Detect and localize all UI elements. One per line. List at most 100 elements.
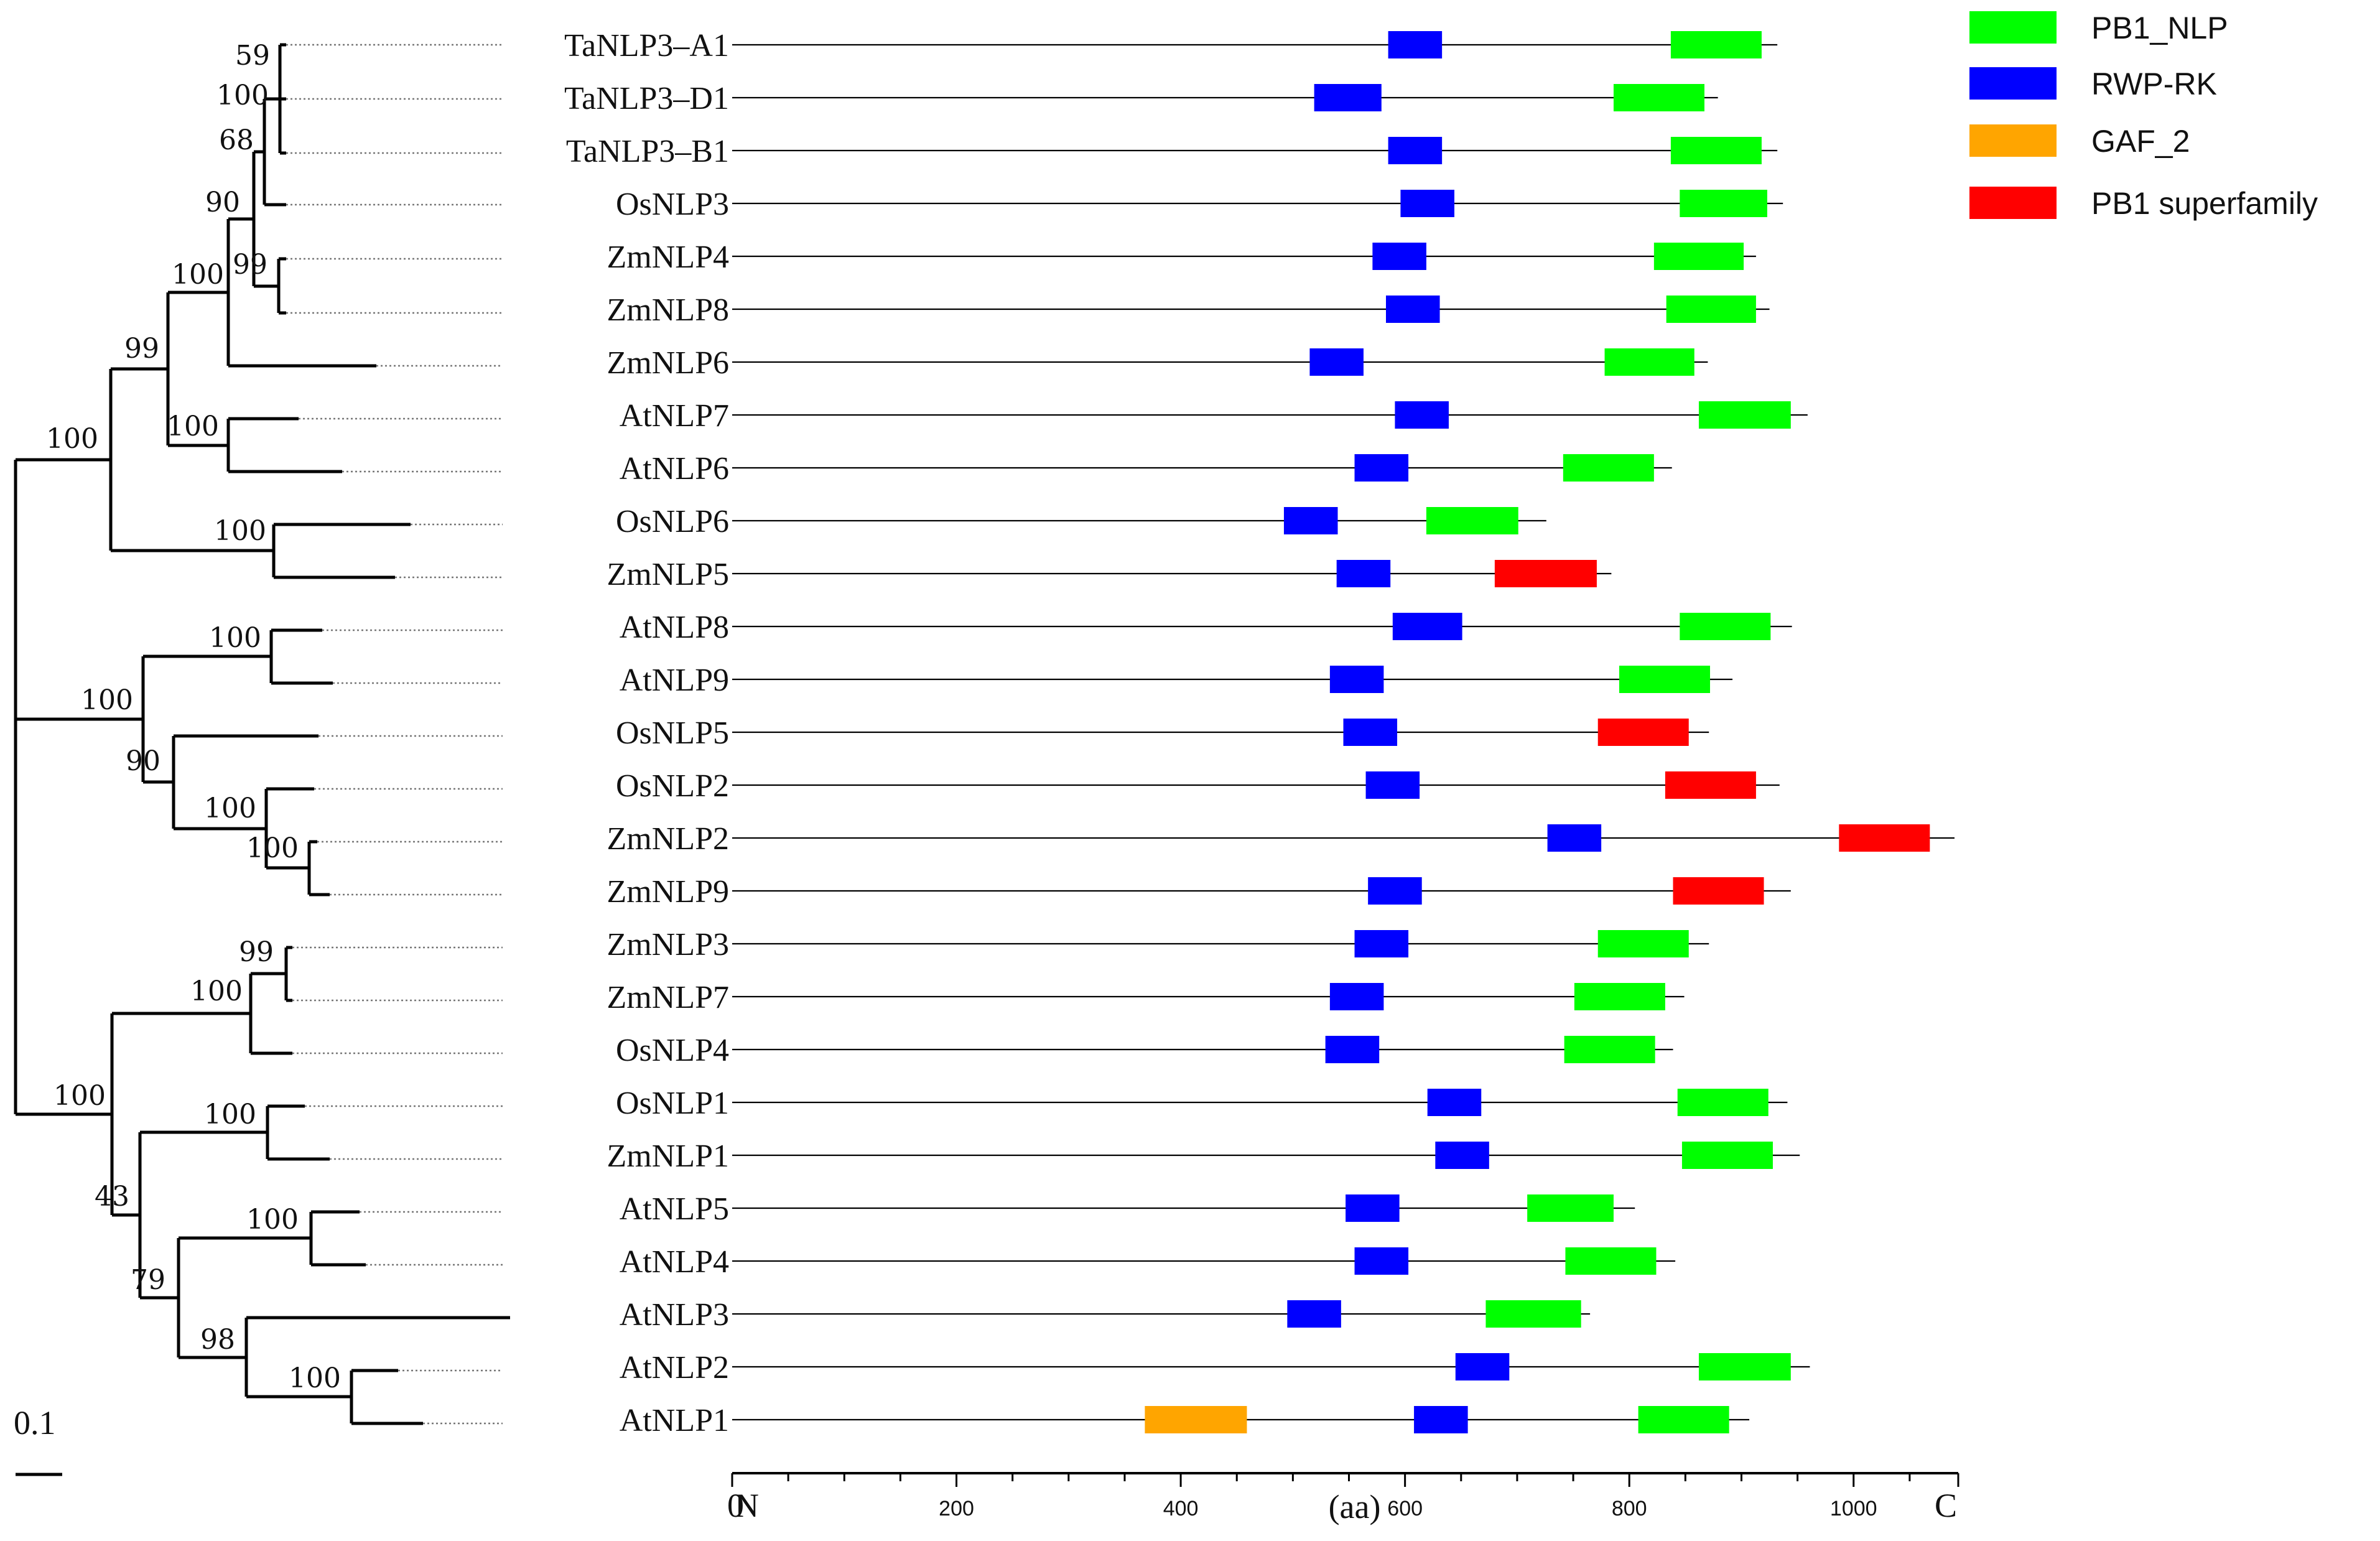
tree-branch: [309, 1210, 366, 1267]
axis-tick-label: 200: [939, 1497, 974, 1520]
domain-pb1-nlp: [1563, 454, 1654, 482]
protein-row-atnlp4: [732, 1247, 1676, 1275]
domain-rwp-rk: [1343, 719, 1398, 746]
domain-rwp-rk: [1395, 401, 1449, 429]
tree-branch: [280, 43, 286, 155]
axis-c-terminus-label: C: [1935, 1487, 1957, 1524]
protein-row-zmnlp3: [732, 930, 1709, 957]
domain-rwp-rk: [1314, 84, 1382, 111]
protein-row-atnlp6: [732, 454, 1672, 482]
taxon-label-osnlp1: OsNLP1: [616, 1086, 729, 1121]
bootstrap-value: 100: [190, 975, 243, 1007]
domain-pb1-superfamily: [1665, 771, 1756, 799]
legend-swatch-pb1-nlp: [1969, 11, 2057, 44]
domain-rwp-rk: [1354, 454, 1409, 482]
domain-rwp-rk: [1287, 1300, 1341, 1328]
domain-pb1-superfamily: [1597, 719, 1689, 746]
taxon-label-zmnlp9: ZmNLP9: [607, 874, 729, 910]
taxon-label-osnlp2: OsNLP2: [616, 768, 729, 804]
domain-rwp-rk: [1414, 1406, 1468, 1433]
domain-pb1-nlp: [1604, 348, 1694, 376]
protein-row-osnlp5: [732, 719, 1709, 746]
bootstrap-value: 68: [219, 124, 254, 156]
phylogenetic-tree: 59 100 68 90 99 100 99 100 100 100 100 1…: [14, 40, 510, 1476]
domain-pb1-nlp: [1426, 507, 1518, 534]
taxon-label-atnlp4: AtNLP4: [620, 1244, 729, 1280]
domain-pb1-nlp: [1670, 137, 1762, 164]
domain-rwp-rk: [1388, 31, 1443, 58]
protein-row-tanlp3-d1: [732, 84, 1718, 111]
bootstrap-value: 100: [289, 1362, 341, 1394]
domain-rwp-rk: [1283, 507, 1338, 534]
tree-branch: [226, 217, 376, 368]
tree-branch: [226, 417, 342, 473]
axis-tick-label: 600: [1387, 1497, 1423, 1520]
protein-row-atnlp8: [732, 613, 1792, 640]
domain-rwp-rk: [1427, 1089, 1482, 1116]
taxon-label-tanlp3-a1: TaNLP3–A1: [564, 28, 729, 63]
domain-rwp-rk: [1455, 1353, 1510, 1380]
domain-pb1-nlp: [1677, 1089, 1769, 1116]
protein-row-osnlp2: [732, 771, 1780, 799]
domain-pb1-nlp: [1698, 1353, 1791, 1380]
taxon-label-zmnlp6: ZmNLP6: [607, 345, 729, 381]
protein-row-atnlp1: [732, 1406, 1750, 1433]
taxon-label-atnlp3: AtNLP3: [620, 1297, 729, 1333]
taxon-labels: TaNLP3–A1 TaNLP3–D1 TaNLP3–B1 OsNLP3 ZmNLP4 Z…: [564, 28, 729, 1438]
domain-pb1-nlp: [1564, 1036, 1655, 1063]
tree-branch: [141, 654, 271, 784]
protein-row-zmnlp2: [732, 824, 1955, 852]
protein-row-atnlp5: [732, 1194, 1635, 1222]
leader-lines: [286, 44, 503, 1425]
bootstrap-value: 100: [204, 793, 256, 824]
bootstrap-value: 100: [172, 259, 224, 291]
taxon-label-osnlp3: OsNLP3: [616, 187, 729, 222]
bootstrap-value: 100: [216, 80, 269, 111]
domain-rwp-rk: [1329, 666, 1384, 693]
domain-gaf-2: [1145, 1406, 1247, 1433]
tree-branch: [284, 946, 292, 1002]
domain-pb1-nlp: [1574, 983, 1665, 1010]
domain-rwp-rk: [1392, 613, 1462, 640]
legend-label-gaf-2: GAF_2: [2091, 124, 2190, 159]
bootstrap-value: 100: [53, 1080, 106, 1112]
domain-pb1-nlp: [1653, 243, 1744, 270]
protein-row-zmnlp4: [732, 243, 1756, 270]
domain-pb1-superfamily: [1673, 877, 1764, 905]
taxon-label-atnlp7: AtNLP7: [620, 398, 729, 434]
legend-swatch-rwp-rk: [1969, 67, 2057, 100]
legend-label-pb1-superfamily: PB1 superfamily: [2091, 186, 2318, 221]
domain-pb1-superfamily: [1839, 824, 1930, 852]
protein-row-zmnlp7: [732, 983, 1685, 1010]
domain-rwp-rk: [1325, 1036, 1380, 1063]
bootstrap-value: 100: [46, 423, 98, 455]
taxon-label-zmnlp8: ZmNLP8: [607, 292, 729, 328]
legend: PB1_NLP RWP-RK GAF_2 PB1 superfamily: [1969, 11, 2318, 221]
length-axis: 200 400 600 800 1000 0N (aa) C: [727, 1472, 1959, 1525]
axis-tick-label: 1000: [1830, 1497, 1877, 1520]
taxon-label-osnlp5: OsNLP5: [616, 715, 729, 751]
bootstrap-value: 100: [246, 832, 299, 864]
protein-row-zmnlp5: [732, 560, 1612, 587]
scale-bar-label: 0.1: [14, 1404, 56, 1441]
domain-pb1-nlp: [1681, 1142, 1773, 1169]
axis-zero-label: 0: [727, 1487, 744, 1524]
domain-pb1-nlp: [1680, 190, 1767, 217]
protein-row-atnlp3: [732, 1300, 1591, 1328]
taxon-label-osnlp4: OsNLP4: [616, 1033, 729, 1068]
protein-row-zmnlp8: [732, 296, 1770, 323]
bootstrap-value: 99: [124, 333, 159, 365]
domain-rwp-rk: [1372, 243, 1426, 270]
taxon-label-zmnlp7: ZmNLP7: [607, 980, 729, 1015]
protein-row-atnlp9: [732, 666, 1733, 693]
domain-pb1-nlp: [1638, 1406, 1729, 1433]
protein-row-osnlp4: [732, 1036, 1673, 1063]
bootstrap-value: 99: [239, 936, 274, 968]
tree-branch: [14, 458, 143, 1116]
axis-unit-label: (aa): [1329, 1488, 1381, 1525]
domain-rwp-rk: [1435, 1142, 1489, 1169]
tree-branch: [269, 628, 333, 685]
domain-pb1-nlp: [1527, 1194, 1614, 1222]
domain-pb1-nlp: [1680, 613, 1771, 640]
